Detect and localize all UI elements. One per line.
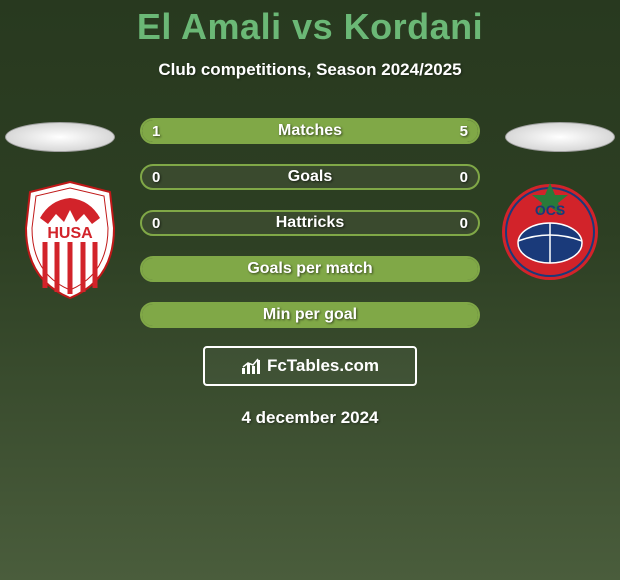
stat-row-min-per-goal: Min per goal [140, 302, 480, 328]
page-subtitle: Club competitions, Season 2024/2025 [0, 60, 620, 80]
page-title: El Amali vs Kordani [0, 0, 620, 48]
stat-row-matches: 1 Matches 5 [140, 118, 480, 144]
stats-bars: 1 Matches 5 0 Goals 0 0 Hattricks 0 Goal… [140, 118, 480, 328]
stat-label: Matches [142, 122, 478, 140]
stat-label: Goals [142, 168, 478, 186]
stat-value-right: 0 [460, 169, 468, 186]
stat-row-goals: 0 Goals 0 [140, 164, 480, 190]
stat-label: Min per goal [142, 306, 478, 324]
stat-value-right: 5 [460, 123, 468, 140]
stat-label: Hattricks [142, 214, 478, 232]
date-text: 4 december 2024 [0, 408, 620, 428]
stat-row-hattricks: 0 Hattricks 0 [140, 210, 480, 236]
watermark-text: FcTables.com [267, 356, 379, 376]
stat-value-right: 0 [460, 215, 468, 232]
stat-row-goals-per-match: Goals per match [140, 256, 480, 282]
watermark[interactable]: FcTables.com [203, 346, 417, 386]
chart-icon [241, 357, 263, 375]
stat-label: Goals per match [142, 260, 478, 278]
stats-area: 1 Matches 5 0 Goals 0 0 Hattricks 0 Goal… [0, 118, 620, 428]
